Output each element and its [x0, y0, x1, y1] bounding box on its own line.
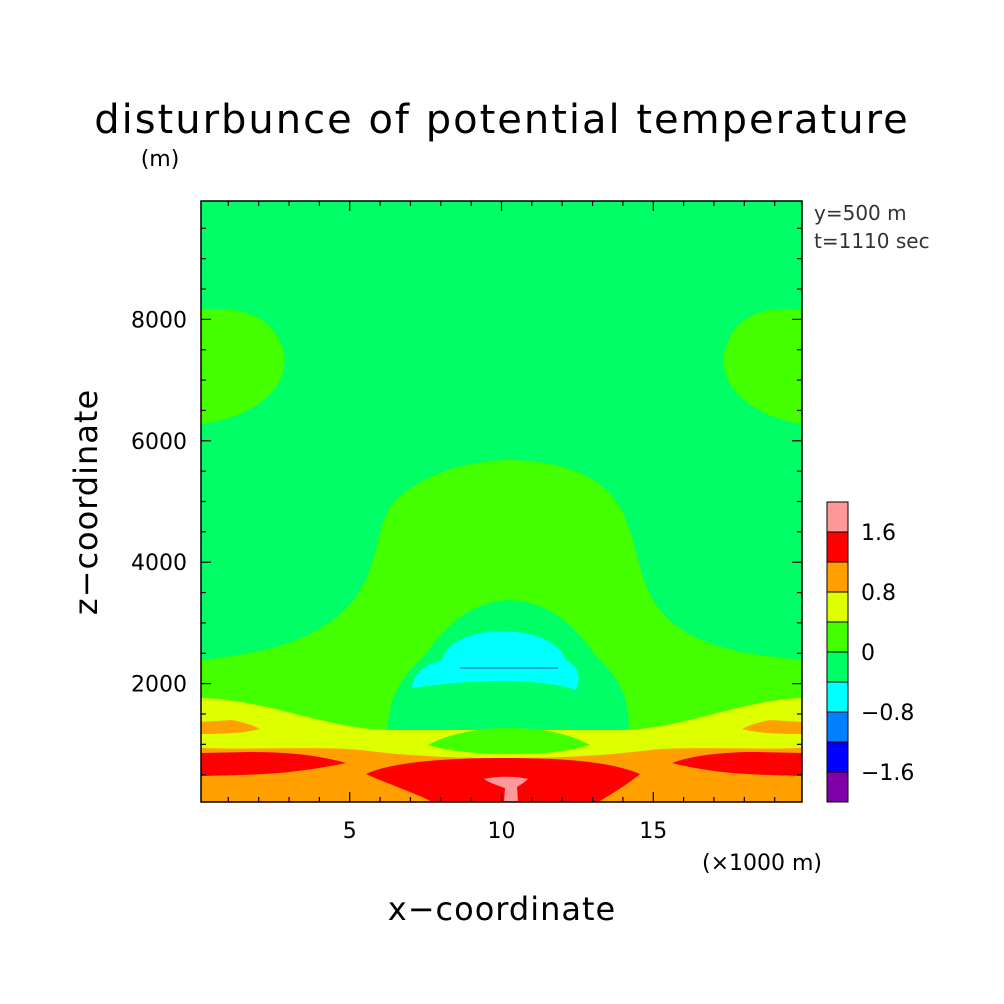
colorbar-label: −0.8: [861, 701, 914, 726]
x-tick-label: 5: [343, 819, 357, 844]
axis-ticks: [201, 201, 802, 802]
contour-plot-area: [201, 201, 802, 802]
region-cold-core: [412, 631, 579, 690]
colorbar-swatch: [826, 621, 849, 653]
region-left-orange-sliver: [201, 720, 260, 734]
colorbar: −1.6 −0.8 0 0.8 1.6: [826, 501, 914, 803]
axis-tick-labels: 5 10 15 2000 4000 6000 8000: [131, 308, 667, 844]
y-axis-label: z−coordinate: [67, 389, 105, 615]
region-right-red-band: [672, 752, 802, 776]
info-line-y: y=500 m: [814, 201, 907, 225]
colorbar-swatch: [826, 651, 849, 683]
x-axis-unit: (×1000 m): [702, 851, 822, 876]
y-tick-label: 2000: [131, 673, 187, 698]
x-tick-label: 10: [488, 819, 516, 844]
region-left-red-band: [201, 752, 346, 776]
y-tick-label: 8000: [131, 308, 187, 333]
info-line-t: t=1110 sec: [814, 229, 930, 253]
y-axis-unit: (m): [141, 147, 180, 172]
colorbar-swatch: [826, 501, 849, 533]
x-tick-label: 15: [639, 819, 667, 844]
region-surface-peak: [484, 776, 528, 802]
colorbar-label: 1.6: [861, 521, 896, 546]
region-upper-right-lobe: [723, 309, 802, 424]
region-upper-left-lobe: [201, 309, 285, 424]
colorbar-label: 0.8: [861, 581, 896, 606]
region-small-green-lens: [428, 728, 590, 754]
colorbar-swatch: [826, 561, 849, 593]
region-central-dome: [201, 460, 802, 735]
y-tick-label: 6000: [131, 430, 187, 455]
colorbar-swatch: [826, 711, 849, 743]
colorbar-swatch: [826, 771, 849, 803]
colorbar-swatch: [826, 681, 849, 713]
colorbar-label: 0: [861, 641, 875, 666]
region-right-orange-sliver: [742, 720, 802, 734]
colorbar-swatch: [826, 741, 849, 773]
y-tick-label: 4000: [131, 551, 187, 576]
chart-title: disturbunce of potential temperature: [94, 97, 910, 143]
colorbar-label: −1.6: [861, 761, 914, 786]
x-axis-label: x−coordinate: [388, 890, 616, 928]
colorbar-swatch: [826, 531, 849, 563]
colorbar-swatch: [826, 591, 849, 623]
